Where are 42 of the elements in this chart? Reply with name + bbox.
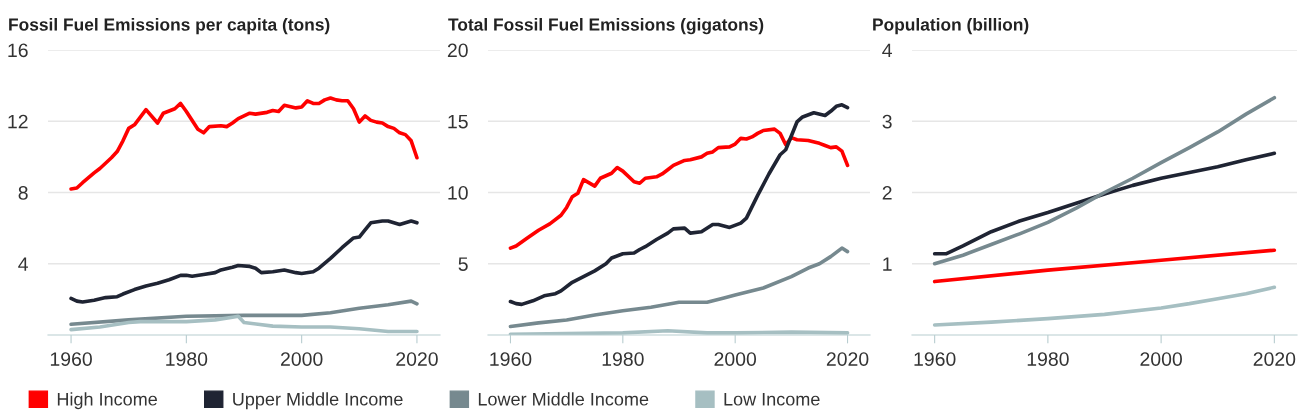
- x-tick-label: 2000: [714, 352, 757, 366]
- x-tick-label: 2020: [396, 352, 438, 366]
- y-tick-label: 4: [18, 257, 28, 271]
- line-series: [508, 246, 850, 329]
- line-series: [508, 127, 850, 250]
- x-tick-label: 1980: [166, 352, 208, 366]
- y-tick-label: 1: [883, 257, 892, 271]
- legend-label: Low Income: [724, 392, 820, 406]
- line-series: [69, 96, 419, 191]
- line-series: [69, 314, 419, 334]
- x-tick-label: 2000: [281, 352, 323, 366]
- line-series: [932, 285, 1277, 327]
- line-series: [932, 95, 1277, 266]
- line-series: [932, 248, 1277, 284]
- y-tick-label: 2: [882, 185, 892, 200]
- y-tick-label: 12: [8, 114, 28, 129]
- y-tick-label: 3: [882, 114, 892, 129]
- x-tick-label: 1980: [1027, 352, 1069, 366]
- chart-title: Population (billion): [873, 17, 1029, 35]
- y-tick-label: 8: [18, 185, 28, 200]
- x-tick-label: 2020: [1253, 352, 1296, 366]
- x-tick-label: 1980: [602, 352, 644, 366]
- legend-label: Lower Middle Income: [478, 392, 649, 406]
- x-tick-label: 2020: [826, 352, 869, 366]
- y-tick-label: 15: [448, 114, 468, 129]
- y-tick-label: 16: [8, 43, 28, 58]
- y-tick-label: 20: [447, 43, 468, 58]
- x-tick-label: 1960: [490, 352, 532, 366]
- x-tick-label: 1960: [914, 352, 956, 366]
- x-tick-label: 1960: [50, 352, 92, 366]
- x-tick-label: 2000: [1140, 352, 1182, 366]
- line-series: [508, 103, 850, 307]
- legend-label: Upper Middle Income: [233, 392, 403, 410]
- legend-label: High Income: [57, 392, 157, 410]
- line-series: [69, 299, 419, 327]
- chart-title: Total Fossil Fuel Emissions (gigatons): [448, 17, 764, 35]
- y-tick-label: 4: [882, 43, 892, 58]
- y-tick-label: 10: [448, 185, 468, 200]
- line-series: [932, 151, 1277, 256]
- line-series: [69, 219, 419, 304]
- chart-title: Fossil Fuel Emissions per capita (tons): [9, 17, 330, 35]
- y-tick-label: 5: [458, 257, 468, 271]
